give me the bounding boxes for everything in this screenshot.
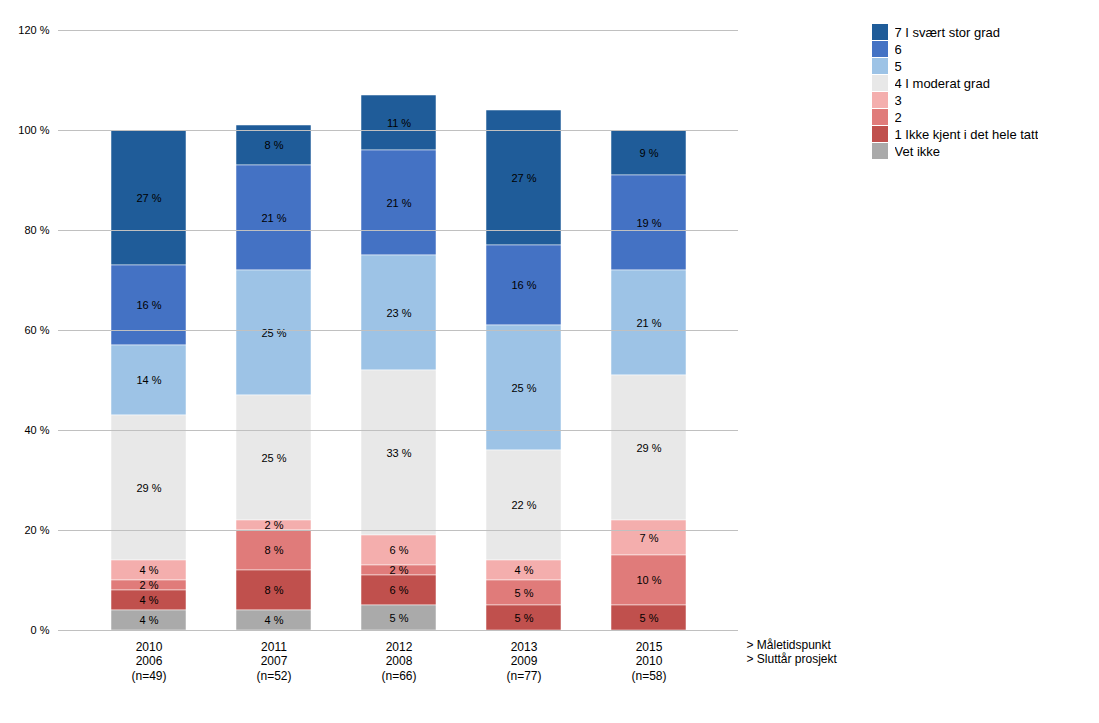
svg-text:2 %: 2 % [390,564,409,576]
svg-text:10 %: 10 % [636,574,661,586]
svg-text:25 %: 25 % [261,327,286,339]
svg-text:4 %: 4 % [140,594,159,606]
svg-text:6 %: 6 % [390,544,409,556]
svg-text:21 %: 21 % [386,197,411,209]
svg-text:80 %: 80 % [24,224,49,236]
svg-text:16 %: 16 % [136,299,161,311]
html-text:4 I moderat grad: 4 I moderat grad [894,75,990,91]
svg-text:23 %: 23 % [386,307,411,319]
svg-text:40 %: 40 % [24,424,49,436]
svg-text:21 %: 21 % [261,212,286,224]
svg-text:16 %: 16 % [511,279,536,291]
svg-text:25 %: 25 % [511,382,536,394]
svg-text:20102006(n=49): 20102006(n=49) [131,640,166,683]
svg-text:20152010(n=58): 20152010(n=58) [631,640,666,683]
svg-text:8 %: 8 % [265,584,284,596]
svg-text:120 %: 120 % [18,24,49,36]
svg-text:2 %: 2 % [140,579,159,591]
svg-text:33 %: 33 % [386,447,411,459]
svg-text:2 %: 2 % [265,519,284,531]
svg-text:19 %: 19 % [636,217,661,229]
html-text:1 Ikke kjent i det hele tatt: 1 Ikke kjent i det hele tatt [894,126,1039,142]
svg-text:20132009(n=77): 20132009(n=77) [506,640,541,683]
html-text:7 I svært stor grad: 7 I svært stor grad [894,24,1000,40]
svg-text:8 %: 8 % [265,139,284,151]
svg-text:7 %: 7 % [640,532,659,544]
svg-text:27 %: 27 % [136,192,161,204]
svg-text:0 %: 0 % [31,624,50,636]
html-text:6: 6 [894,41,902,57]
html-text:5: 5 [894,58,902,74]
svg-text:4 %: 4 % [140,564,159,576]
svg-text:5 %: 5 % [640,612,659,624]
html-text:Vet ikke: Vet ikke [894,143,940,159]
svg-text:60 %: 60 % [24,324,49,336]
svg-text:27 %: 27 % [511,172,536,184]
svg-text:22 %: 22 % [511,499,536,511]
svg-text:5 %: 5 % [390,612,409,624]
svg-text:4 %: 4 % [265,614,284,626]
svg-text:100 %: 100 % [18,124,49,136]
svg-text:29 %: 29 % [136,482,161,494]
svg-text:4 %: 4 % [515,564,534,576]
svg-text:9 %: 9 % [640,147,659,159]
svg-text:5 %: 5 % [515,612,534,624]
svg-text:20122008(n=66): 20122008(n=66) [381,640,416,683]
svg-text:> Måletidspunkt: > Måletidspunkt [747,638,832,652]
svg-text:> Sluttår prosjekt: > Sluttår prosjekt [747,652,838,666]
svg-text:20 %: 20 % [24,524,49,536]
html-text:3: 3 [894,92,902,108]
svg-text:29 %: 29 % [636,442,661,454]
svg-text:8 %: 8 % [265,544,284,556]
svg-text:6 %: 6 % [390,584,409,596]
svg-text:11 %: 11 % [387,117,411,129]
svg-text:20112007(n=52): 20112007(n=52) [256,640,291,683]
svg-text:4 %: 4 % [140,614,159,626]
svg-text:5 %: 5 % [515,587,534,599]
svg-text:14 %: 14 % [136,374,161,386]
svg-text:25 %: 25 % [261,452,286,464]
html-text:2: 2 [894,109,902,125]
svg-text:21 %: 21 % [636,317,661,329]
